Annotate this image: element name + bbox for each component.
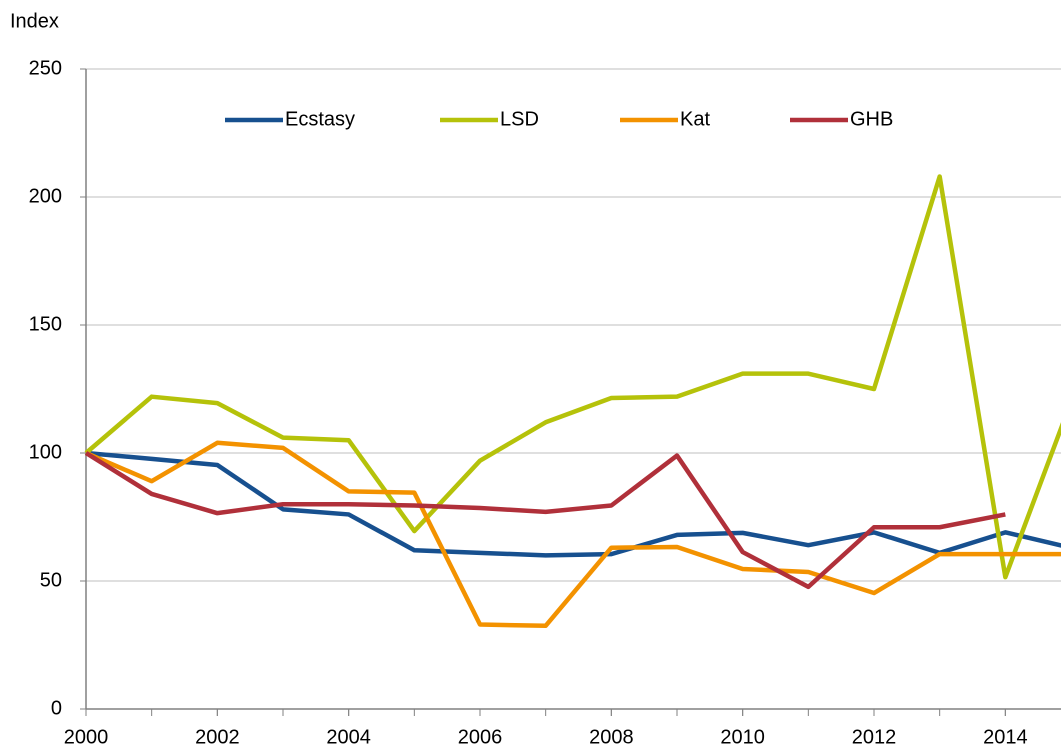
x-tick-label: 2014 — [983, 726, 1028, 748]
legend-label: GHB — [850, 108, 893, 130]
x-tick-label: 2002 — [195, 726, 240, 748]
legend-item: Kat — [620, 108, 710, 130]
legend-label: Ecstasy — [285, 108, 355, 130]
y-tick-label: 0 — [51, 697, 62, 719]
y-tick-label: 150 — [29, 313, 62, 335]
x-tick-label: 2008 — [589, 726, 634, 748]
series-line — [84, 451, 1006, 590]
x-tick-label: 2004 — [326, 726, 371, 748]
legend-item: Ecstasy — [225, 108, 355, 130]
x-tick-label: 2000 — [64, 726, 109, 748]
y-tick-label: 250 — [29, 57, 62, 79]
x-tick-label: 2012 — [852, 726, 897, 748]
y-tick-label: 100 — [29, 441, 62, 463]
legend-item: GHB — [790, 108, 893, 130]
x-tick-label: 2006 — [458, 726, 503, 748]
legend-label: Kat — [680, 108, 710, 130]
y-tick-label: 200 — [29, 185, 62, 207]
series-line — [84, 174, 1061, 580]
legend-item: LSD — [440, 108, 539, 130]
y-axis-label: Index — [10, 10, 59, 32]
series-line — [85, 440, 1061, 629]
x-tick-label: 2010 — [720, 726, 765, 748]
y-tick-label: 50 — [40, 569, 62, 591]
legend-label: LSD — [500, 108, 539, 130]
series-line — [85, 450, 1061, 558]
